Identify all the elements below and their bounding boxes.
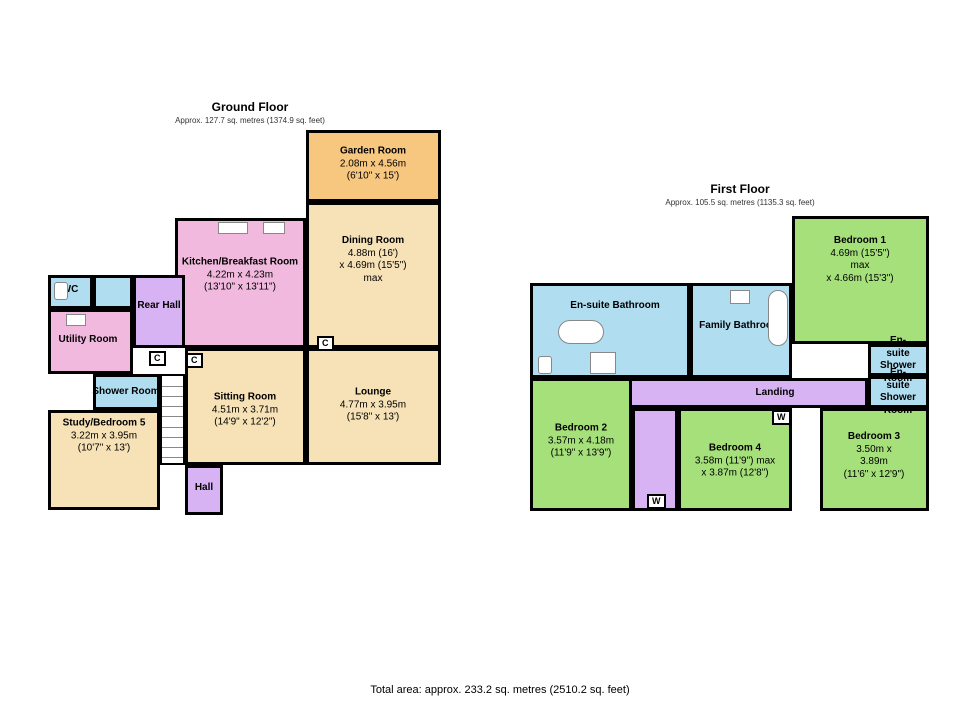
fixture-bath-family — [768, 290, 788, 346]
fixture-toilet-ensuite — [538, 356, 552, 374]
ground-floor-title: Ground Floor — [170, 100, 330, 114]
label-ensuite-bathroom: En-suite Bathroom — [570, 300, 659, 313]
label-landing: Landing — [756, 387, 795, 400]
room-landing — [605, 378, 868, 408]
cupboard-tag-2: C — [186, 353, 203, 368]
label-bedroom3: Bedroom 33.50m x 3.89m(11'6" x 12'9") — [844, 431, 905, 481]
first-floor-subtitle: Approx. 105.5 sq. metres (1135.3 sq. fee… — [640, 198, 840, 207]
ground-floor-plan: Garden Room2.08m x 4.56m(6'10" x 15') Di… — [48, 130, 448, 520]
label-lounge: Lounge4.77m x 3.95m(15'8" x 13') — [340, 386, 406, 424]
cupboard-tag-1: C — [317, 336, 334, 351]
stairs-ground — [160, 374, 185, 465]
fixture-bath-ensuite — [558, 320, 604, 344]
cupboard-tag-3: C — [149, 351, 166, 366]
first-floor-plan: Bedroom 14.69m (15'5") maxx 4.66m (15'3"… — [530, 216, 935, 516]
label-bedroom4: Bedroom 43.58m (11'9") maxx 3.87m (12'8"… — [695, 442, 775, 480]
fixture-sink-family — [730, 290, 750, 304]
label-dining: Dining Room4.88m (16')x 4.69m (15'5") ma… — [336, 235, 411, 285]
total-area-footer: Total area: approx. 233.2 sq. metres (25… — [330, 684, 670, 696]
fixture-hob-kitchen — [263, 222, 285, 234]
label-sitting: Sitting Room4.51m x 3.71m(14'9" x 12'2") — [212, 391, 278, 429]
label-garden: Garden Room2.08m x 4.56m(6'10" x 15') — [340, 145, 406, 183]
wardrobe-tag-2: W — [772, 410, 791, 425]
fixture-sink-kitchen — [218, 222, 248, 234]
label-shower: Shower Room — [92, 386, 159, 399]
label-ensuite-shower-2: En-suite Shower Room — [880, 367, 917, 417]
label-study: Study/Bedroom 53.22m x 3.95m(10'7" x 13'… — [63, 417, 146, 455]
label-kitchen: Kitchen/Breakfast Room4.22m x 4.23m(13'1… — [182, 256, 298, 294]
wardrobe-tag-1: W — [647, 494, 666, 509]
fixture-toilet-wc — [54, 282, 68, 300]
label-bedroom2: Bedroom 23.57m x 4.18m(11'9" x 13'9") — [548, 422, 614, 460]
room-wc-extra — [93, 275, 133, 309]
label-bedroom1: Bedroom 14.69m (15'5") maxx 4.66m (15'3"… — [823, 235, 898, 285]
label-rear-hall: Rear Hall — [137, 300, 180, 313]
first-floor-title: First Floor — [670, 182, 810, 196]
label-hall: Hall — [195, 482, 213, 495]
fixture-shower-ensuite — [590, 352, 616, 374]
ground-floor-subtitle: Approx. 127.7 sq. metres (1374.9 sq. fee… — [150, 116, 350, 125]
label-utility: Utility Room — [59, 334, 118, 347]
fixture-sink-utility — [66, 314, 86, 326]
